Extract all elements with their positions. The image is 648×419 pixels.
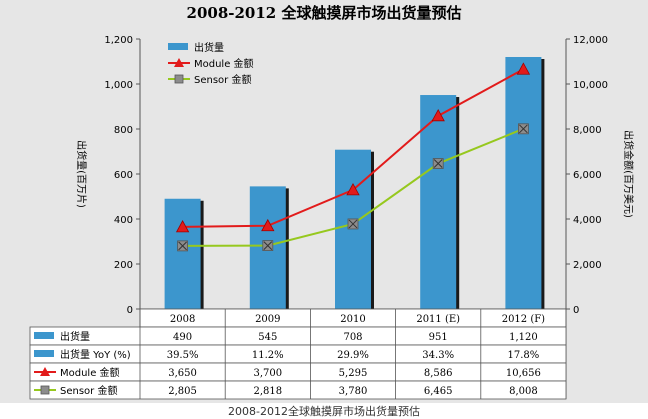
bar — [335, 149, 371, 309]
table-row-label: 出货量 YoY (%) — [60, 348, 131, 361]
table-cell: 6,465 — [424, 386, 453, 397]
x-tick-label: 2012 (F) — [502, 314, 545, 325]
left-tick-label: 1,200 — [104, 35, 133, 46]
table-cell: 5,295 — [339, 368, 368, 379]
right-tick-label: 6,000 — [573, 170, 602, 181]
table-cell: 2,818 — [253, 386, 282, 397]
sensor-point-cross — [348, 219, 358, 229]
table-cell: 29.9% — [337, 350, 369, 361]
table-cell: 951 — [429, 332, 448, 343]
table-cell: 490 — [173, 332, 192, 343]
table-row — [29, 326, 567, 346]
y2-axis-label: 出货金额(百万美元) — [622, 130, 635, 218]
table-cell: 3,700 — [253, 368, 282, 379]
table-cell: 17.8% — [508, 350, 540, 361]
table-cell: 11.2% — [252, 350, 284, 361]
legend-swatch-bar — [34, 350, 54, 357]
left-tick-label: 600 — [114, 170, 133, 181]
right-tick-label: 10,000 — [573, 80, 608, 91]
bar — [505, 57, 542, 309]
legend-swatch-module-marker — [40, 367, 50, 376]
figure-caption: 2008-2012全球触摸屏市场出货量预估 — [228, 405, 420, 418]
left-tick-label: 400 — [114, 215, 133, 226]
right-tick-label: 8,000 — [573, 125, 602, 136]
legend-label: Module 金额 — [194, 57, 254, 70]
module-point — [175, 220, 190, 233]
table-row-label: Module 金额 — [60, 366, 120, 379]
bar — [164, 198, 201, 309]
table-cell: 1,120 — [509, 332, 538, 343]
left-tick-label: 0 — [127, 305, 133, 316]
sensor-point-cross — [519, 124, 528, 134]
module-point — [261, 218, 275, 232]
table-cell: 3,780 — [339, 386, 368, 397]
table-cell: 8,586 — [424, 368, 453, 379]
table-cell: 3,650 — [168, 368, 197, 379]
right-tick-label: 0 — [573, 305, 579, 316]
left-tick-label: 1,000 — [104, 80, 133, 91]
x-tick-label: 2011 (E) — [416, 314, 460, 325]
left-tick-label: 200 — [114, 260, 133, 271]
legend-swatch-sensor-marker — [40, 385, 50, 395]
legend-label: 出货量 — [194, 41, 224, 54]
right-tick-label: 4,000 — [573, 215, 602, 226]
legend-label: Sensor 金额 — [194, 73, 251, 86]
module-point — [431, 108, 445, 122]
table-cell: 34.3% — [422, 350, 454, 361]
sensor-point-cross — [433, 159, 443, 168]
table-cell: 2,805 — [168, 386, 197, 397]
table-cell: 708 — [343, 332, 362, 343]
right-tick-label: 12,000 — [573, 35, 608, 46]
x-tick-label: 2009 — [255, 314, 280, 325]
legend-swatch-module-marker — [174, 58, 184, 67]
sensor-point-cross — [178, 241, 187, 251]
table-cell: 39.5% — [167, 350, 199, 361]
y-axis-label: 出货量(百万片) — [75, 140, 88, 208]
sensor-point-cross — [263, 241, 273, 250]
legend-swatch-sensor-marker — [174, 74, 184, 84]
x-tick-label: 2008 — [170, 314, 195, 325]
table-cell: 545 — [258, 332, 277, 343]
left-tick-label: 800 — [114, 125, 133, 136]
legend-swatch-bar — [168, 43, 188, 50]
x-tick-label: 2010 — [340, 314, 365, 325]
right-tick-label: 2,000 — [573, 260, 602, 271]
module-point — [516, 62, 531, 75]
table-row-label: Sensor 金额 — [60, 384, 117, 397]
bar — [420, 95, 457, 310]
table-cell: 8,008 — [509, 386, 538, 397]
module-point — [346, 183, 360, 196]
legend-swatch-bar — [34, 332, 54, 339]
table-row-label: 出货量 — [60, 330, 90, 343]
table-row — [29, 380, 567, 400]
chart-title: 2008-2012 全球触摸屏市场出货量预估 — [187, 4, 462, 22]
table-cell: 10,656 — [506, 368, 541, 379]
